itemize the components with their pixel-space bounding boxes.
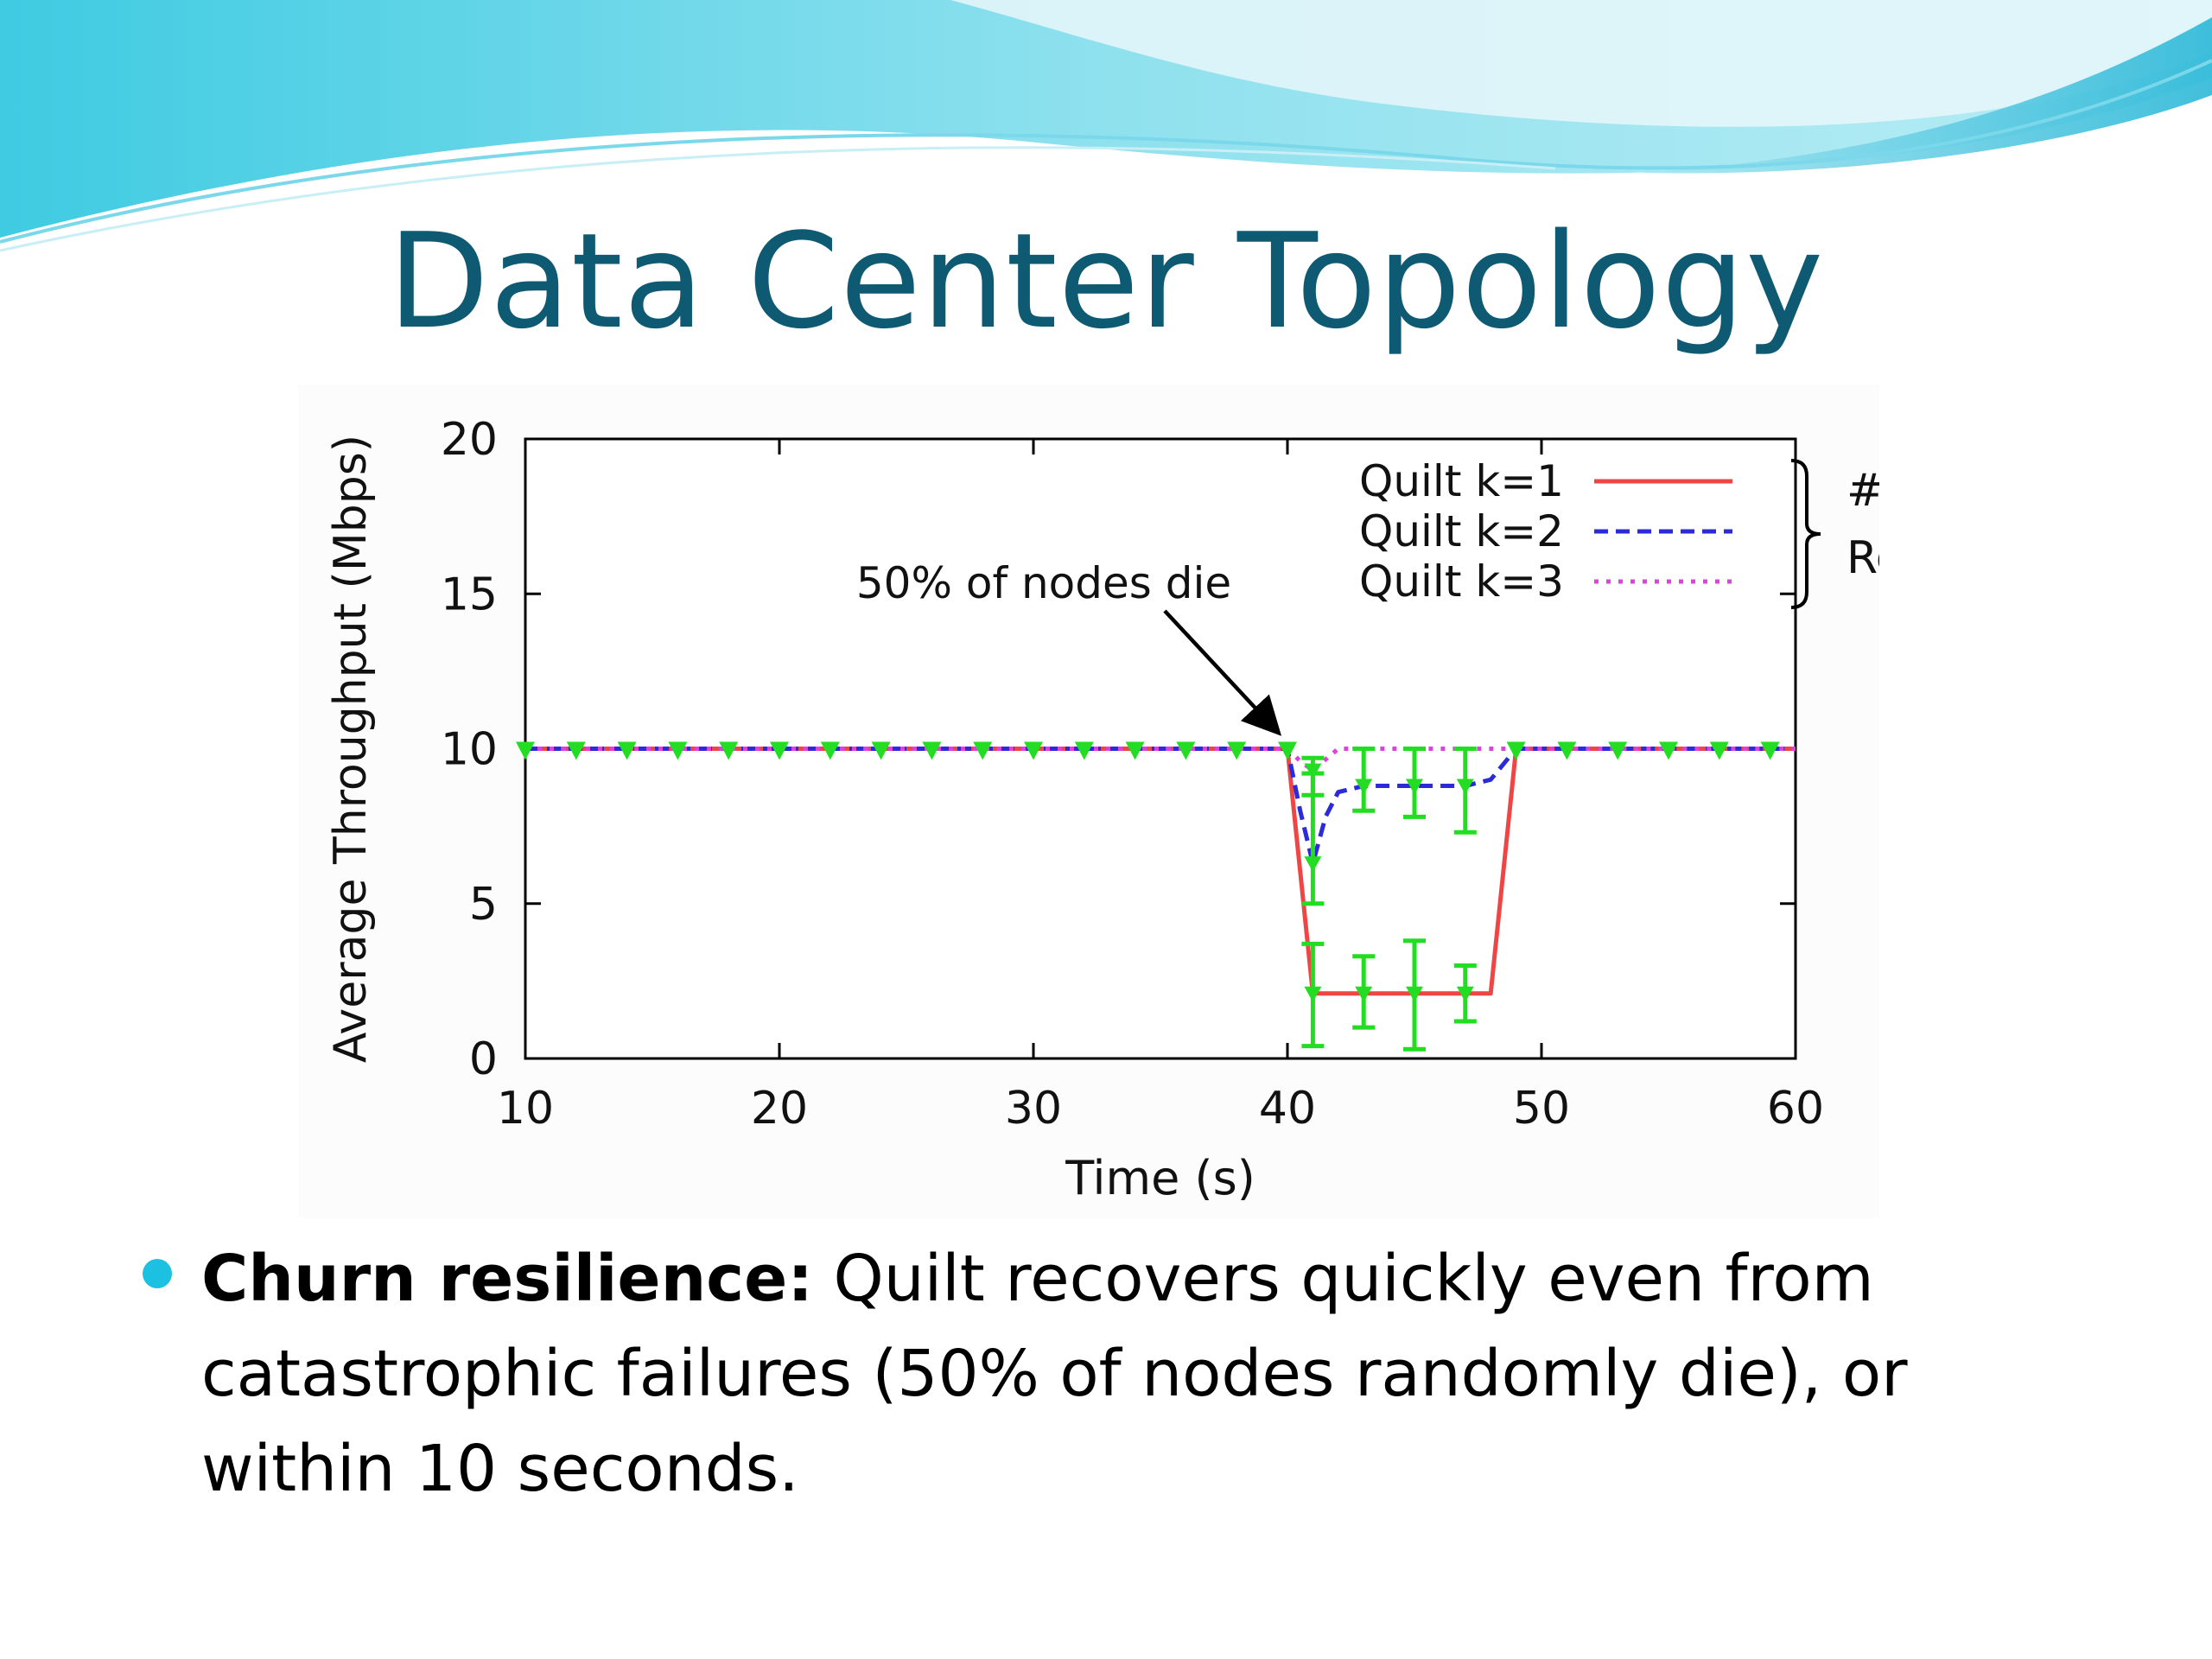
- series-marker: [973, 741, 993, 760]
- series-marker: [820, 741, 840, 760]
- header-wave-banner: [0, 0, 2212, 252]
- series-marker: [1608, 741, 1628, 760]
- error-bar-marker: [1456, 986, 1474, 1002]
- legend-label-3: Quilt k=3: [1359, 556, 1564, 607]
- series-marker: [1506, 741, 1526, 760]
- error-bar-marker: [1304, 763, 1322, 779]
- x-axis-label: Time (s): [1065, 1151, 1255, 1205]
- brace-label-line-1: # of Patch: [1847, 465, 1879, 517]
- series-marker: [1074, 741, 1094, 760]
- x-tick-label: 30: [1005, 1083, 1062, 1135]
- y-tick-label: 15: [441, 569, 498, 620]
- bullet-text: Churn resilience: Quilt recovers quickly…: [201, 1231, 2102, 1516]
- y-tick-label: 10: [441, 724, 498, 776]
- series-marker: [617, 741, 637, 760]
- bullet-dot-icon: [143, 1259, 172, 1288]
- series-marker: [516, 741, 535, 760]
- x-tick-label: 50: [1513, 1083, 1570, 1135]
- y-tick-label: 0: [469, 1033, 498, 1085]
- annotation-arrow: [1163, 609, 1282, 736]
- error-bar-marker: [1456, 779, 1474, 795]
- bullet-body-text: Quilt recovers quickly even from catastr…: [201, 1242, 1908, 1506]
- series-marker: [719, 741, 739, 760]
- series-marker: [1024, 741, 1043, 760]
- series-marker: [1760, 741, 1780, 760]
- annotation-text: 50% of nodes die: [856, 558, 1231, 608]
- series-marker: [566, 741, 586, 760]
- series-marker: [922, 741, 942, 760]
- y-axis-label: Average Throughput (Mbps): [325, 435, 377, 1063]
- error-bar-marker: [1406, 986, 1423, 1002]
- chart-panel: 10 20 30 40 50 60 0 5 10 15 20 Time (s) Average Thro…: [298, 385, 1879, 1218]
- series-marker: [871, 741, 891, 760]
- y-tick-label: 20: [441, 414, 498, 466]
- series-marker: [1557, 741, 1577, 760]
- x-tick-label: 10: [497, 1083, 554, 1135]
- error-bar-marker: [1355, 986, 1373, 1002]
- bullet-bold-label: Churn resilience:: [201, 1242, 813, 1316]
- error-bar-marker: [1304, 856, 1322, 873]
- x-tick-label: 60: [1767, 1083, 1824, 1135]
- error-bar-marker: [1355, 779, 1373, 795]
- series-marker: [668, 741, 688, 760]
- brace-icon: [1790, 459, 1821, 609]
- series-marker: [770, 741, 789, 760]
- series-marker: [1659, 741, 1678, 760]
- series-marker: [1278, 741, 1297, 760]
- series-marker: [1709, 741, 1729, 760]
- x-tick-label: 20: [751, 1083, 808, 1135]
- y-tick-label: 5: [469, 879, 498, 931]
- slide-title: Data Center Topology: [387, 205, 1825, 358]
- throughput-chart: 10 20 30 40 50 60 0 5 10 15 20 Time (s) Average Thro…: [325, 414, 1879, 1205]
- legend-label-2: Quilt k=2: [1359, 506, 1564, 556]
- error-bar-marker: [1304, 986, 1322, 1002]
- series-line-2: [525, 747, 1796, 866]
- series-marker: [1125, 741, 1145, 760]
- series-marker: [1227, 741, 1247, 760]
- x-tick-label: 40: [1259, 1083, 1316, 1135]
- brace-label-line-2: Representatives: [1847, 532, 1879, 584]
- series-marker: [1176, 741, 1196, 760]
- error-bar-marker: [1406, 779, 1423, 795]
- legend-label-1: Quilt k=1: [1359, 456, 1564, 506]
